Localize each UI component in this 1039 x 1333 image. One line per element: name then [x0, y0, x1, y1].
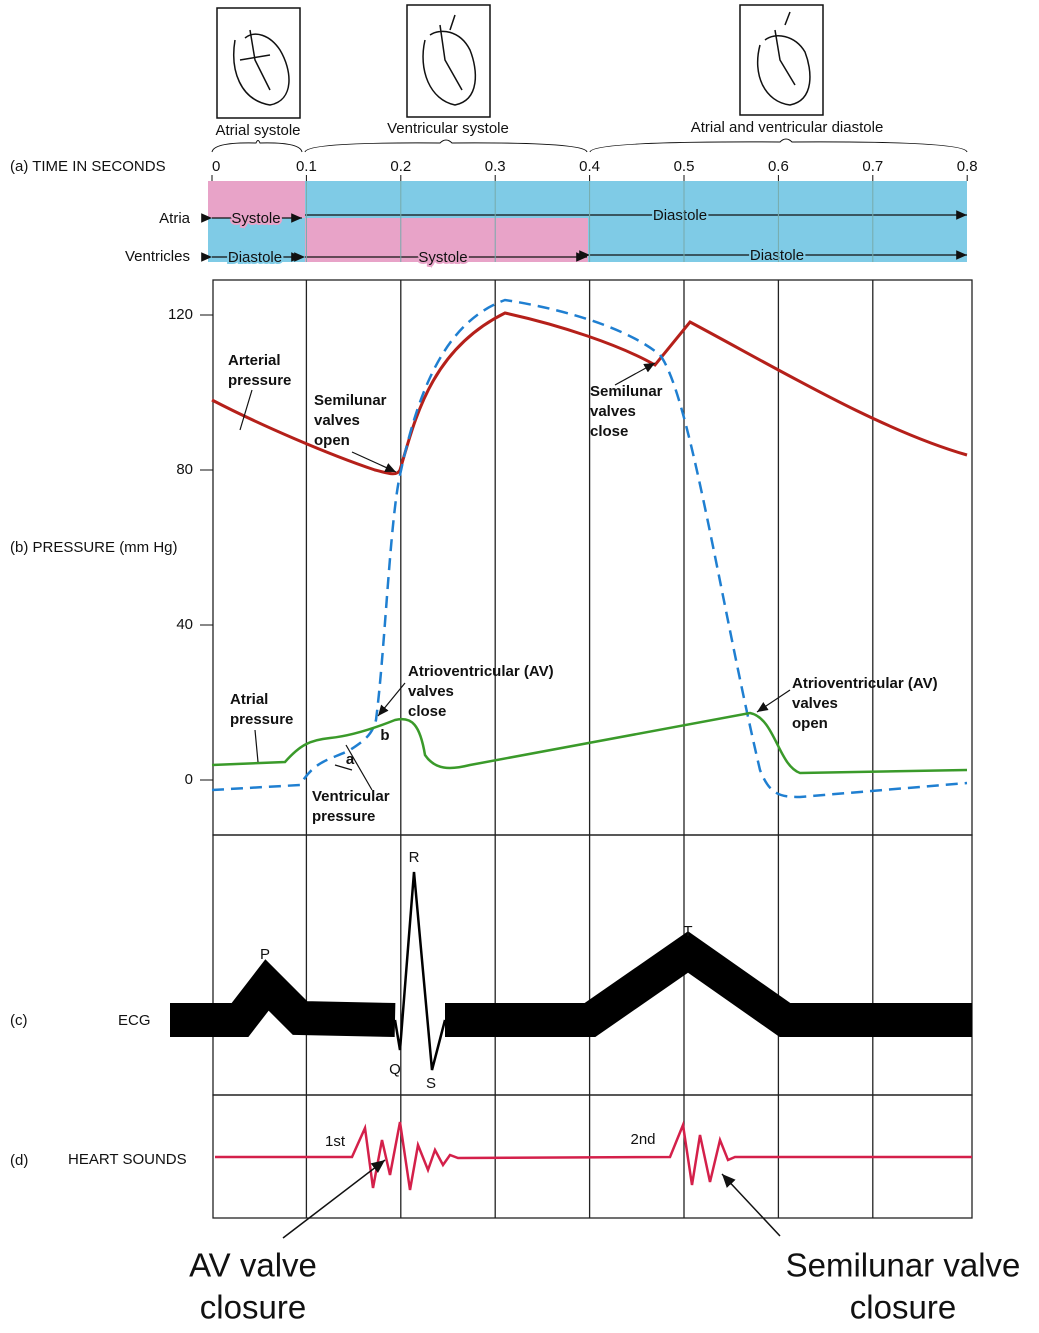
- pressure-tick-label: 40: [176, 616, 193, 633]
- caption: closure: [850, 1289, 956, 1326]
- annotation: close: [590, 423, 628, 440]
- heart-sound-trace: [215, 1120, 972, 1191]
- time-tick-label: 0.7: [862, 158, 883, 175]
- time-tick-label: 0.4: [579, 158, 600, 175]
- ecg-wave-label: T: [683, 923, 692, 940]
- annotation: pressure: [228, 372, 291, 389]
- cell-label: Diastole: [750, 247, 804, 264]
- atrial-pressure-curve: [211, 711, 968, 775]
- panel-letter: (d): [10, 1152, 28, 1169]
- row-label: Ventricles: [125, 248, 190, 265]
- time-tick-label: 0.6: [768, 158, 789, 175]
- caption: closure: [200, 1289, 306, 1326]
- ecg-wave-label: S: [426, 1075, 436, 1092]
- arterial-pressure-curve: [211, 311, 968, 476]
- sound-label: 2nd: [630, 1131, 655, 1148]
- panel-letter: (c): [10, 1012, 28, 1029]
- annotation: open: [314, 432, 350, 449]
- cell-label: Diastole: [653, 207, 707, 224]
- caption: Semilunar valve: [786, 1247, 1021, 1284]
- annotation: valves: [590, 403, 636, 420]
- pressure-tick-label: 120: [168, 306, 193, 323]
- time-tick-label: 0.2: [390, 158, 411, 175]
- time-tick-label: 0.8: [957, 158, 978, 175]
- annotation: Atrial: [230, 691, 268, 708]
- annotation: Atrioventricular (AV): [408, 663, 554, 680]
- time-tick-label: 0.1: [296, 158, 317, 175]
- caption-arrow: [282, 1159, 386, 1239]
- atria-systole-cell: [208, 181, 305, 218]
- annotation: valves: [792, 695, 838, 712]
- annotation: Semilunar: [314, 392, 387, 409]
- time-tick-label: 0: [212, 158, 220, 175]
- ecg-qrs: [393, 871, 447, 1071]
- time-tick-label: 0.3: [485, 158, 506, 175]
- pressure-tick-label: 0: [185, 771, 193, 788]
- annotation-arrows: [239, 362, 791, 791]
- cell-label: Systole: [418, 249, 467, 266]
- panel-label: HEART SOUNDS: [68, 1151, 187, 1168]
- caption: AV valve: [189, 1247, 317, 1284]
- row-label: Atria: [159, 210, 191, 227]
- axis-title: (b) PRESSURE (mm Hg): [10, 539, 178, 556]
- phase-label: Atrial systole: [215, 122, 300, 139]
- atria-diastole-cell: [305, 181, 967, 218]
- phase-label: Atrial and ventricular diastole: [691, 119, 884, 136]
- annotation: Arterial: [228, 352, 281, 369]
- ecg-wave-label: R: [409, 849, 420, 866]
- ecg-wave-label: Q: [389, 1061, 401, 1078]
- heart-icons: [216, 4, 824, 119]
- annotation: Atrioventricular (AV): [792, 675, 938, 692]
- axis-title: (a) TIME IN SECONDS: [10, 158, 166, 175]
- time-tick-label: 0.5: [674, 158, 695, 175]
- annotation: a: [346, 751, 355, 768]
- sound-label: 1st: [325, 1133, 346, 1150]
- ventricular-pressure-curve: [211, 298, 968, 799]
- annotation: valves: [408, 683, 454, 700]
- cell-label: Diastole: [228, 249, 282, 266]
- annotation: b: [380, 727, 389, 744]
- panel-label: ECG: [118, 1012, 151, 1029]
- pressure-tick-label: 80: [176, 461, 193, 478]
- ecg-band: [170, 931, 972, 1037]
- annotation: Ventricular: [312, 788, 390, 805]
- annotation: pressure: [312, 808, 375, 825]
- cell-label: Systole: [231, 210, 280, 227]
- annotation: Semilunar: [590, 383, 663, 400]
- caption-arrow: [721, 1173, 781, 1237]
- annotation: pressure: [230, 711, 293, 728]
- annotation: open: [792, 715, 828, 732]
- phase-braces: [211, 138, 968, 153]
- annotation: close: [408, 703, 446, 720]
- phase-label: Ventricular systole: [387, 120, 509, 137]
- ecg-wave-label: P: [260, 946, 270, 963]
- annotation: valves: [314, 412, 360, 429]
